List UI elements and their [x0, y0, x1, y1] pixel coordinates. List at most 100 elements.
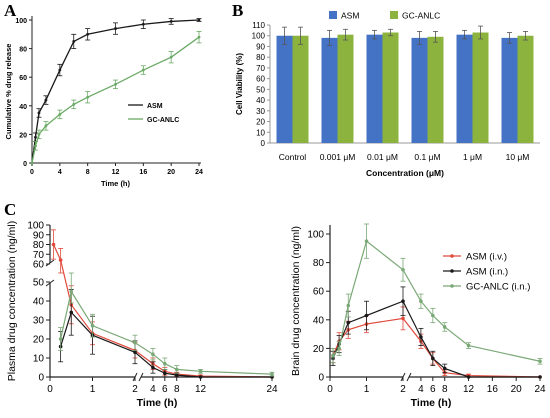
series-line-1	[31, 36, 200, 164]
y-tick-label: 40	[256, 96, 265, 105]
data-point	[72, 102, 76, 106]
data-point	[198, 375, 203, 379]
x-tick-label: 0	[47, 384, 53, 395]
y-tick-label: 80	[313, 258, 325, 269]
y-tick-label: 30	[33, 316, 45, 327]
data-point	[34, 144, 37, 148]
x-tick-label: 4	[58, 169, 62, 176]
category-label: Control	[279, 152, 307, 162]
x-tick-label: 24	[266, 384, 278, 395]
y-tick-label: 100	[27, 221, 44, 232]
data-point	[58, 258, 63, 262]
x-tick-label: 1	[364, 384, 370, 395]
bar	[366, 34, 383, 144]
legend-label: ASM	[341, 11, 359, 21]
panel-label-a: A	[4, 1, 17, 20]
data-point	[466, 343, 471, 348]
category-label: 1 μM	[463, 152, 482, 162]
legend-label: GC-ANLC (i.n.)	[466, 282, 530, 293]
y-tick-label: 60	[313, 287, 325, 298]
y-tick-label: 20	[33, 335, 45, 346]
data-point	[197, 18, 201, 22]
y-tick-label: 70	[256, 64, 265, 73]
series-line-0	[332, 317, 541, 378]
data-point	[44, 98, 48, 102]
legend-swatch	[390, 11, 398, 19]
y-axis-break	[45, 279, 55, 287]
y-tick-label: 90	[33, 230, 45, 241]
x-tick-label: 6	[162, 384, 168, 395]
data-point	[401, 267, 405, 272]
data-point	[34, 135, 37, 139]
y-tick-label: 80	[19, 47, 27, 54]
legend-label: ASM	[147, 103, 163, 110]
y-tick-label: 90	[256, 42, 265, 51]
data-point	[114, 82, 117, 86]
y-tick-label: 20	[19, 132, 27, 139]
data-point	[163, 371, 167, 375]
x-axis-label: Time (h)	[137, 397, 178, 409]
data-point	[466, 375, 471, 379]
data-point	[364, 313, 369, 318]
x-axis-label: Time (h)	[411, 397, 452, 409]
bar	[321, 37, 338, 143]
y-tick-label: 0	[38, 373, 44, 384]
series-line-2	[332, 240, 541, 362]
series-line-1	[332, 300, 540, 378]
data-point	[133, 350, 137, 355]
data-point	[174, 373, 179, 377]
bar	[501, 37, 518, 143]
bar	[292, 35, 309, 143]
y-tick-label: 80	[256, 53, 265, 62]
legend-marker	[450, 284, 454, 288]
data-point	[151, 365, 155, 370]
x-tick-label: 0	[327, 384, 333, 395]
x-tick-label: 12	[195, 384, 207, 395]
legend-marker	[450, 254, 454, 258]
data-point	[346, 303, 351, 308]
data-point	[163, 361, 167, 366]
data-point	[58, 112, 62, 116]
x-axis-break	[138, 372, 144, 382]
data-point	[538, 359, 542, 364]
y-axis-label: Cumulative % drug release	[4, 44, 13, 140]
legend-marker	[450, 269, 454, 273]
data-point	[69, 289, 74, 294]
bar	[382, 32, 399, 143]
data-point	[86, 32, 90, 36]
legend-label: ASM (i.n.)	[466, 267, 508, 278]
data-point	[37, 111, 41, 115]
data-point	[431, 356, 435, 361]
data-point	[141, 22, 145, 26]
data-point	[141, 68, 145, 72]
release-chart: 0 20 40 60 80 100 0 4 8 12 16 20 24 Time (h) Cumulativ…	[4, 16, 203, 188]
data-point	[114, 27, 117, 30]
x-tick-label: 8	[174, 384, 180, 395]
category-label: 10 μM	[506, 152, 530, 162]
bar	[517, 35, 534, 143]
data-point	[51, 242, 56, 247]
data-point	[431, 313, 435, 318]
data-point	[442, 366, 447, 371]
bar	[337, 34, 354, 144]
data-point	[337, 346, 341, 351]
data-point	[169, 55, 173, 59]
x-tick-label: 4	[418, 384, 424, 395]
y-tick-label: 20	[256, 118, 265, 127]
category-label: 0.1 μM	[414, 152, 440, 162]
x-tick-label: 6	[430, 384, 436, 395]
panel-label-b: B	[232, 1, 244, 20]
data-point	[151, 352, 155, 356]
y-tick-label: 100	[307, 230, 324, 241]
x-tick-label: 2	[132, 384, 138, 395]
data-point	[72, 40, 76, 43]
legend-swatch	[329, 11, 337, 19]
y-tick-label: 100	[252, 32, 266, 41]
bar	[411, 37, 428, 143]
x-tick-label: 20	[167, 169, 175, 176]
data-point	[364, 239, 369, 243]
legend-label: ASM (i.v.)	[466, 252, 507, 263]
